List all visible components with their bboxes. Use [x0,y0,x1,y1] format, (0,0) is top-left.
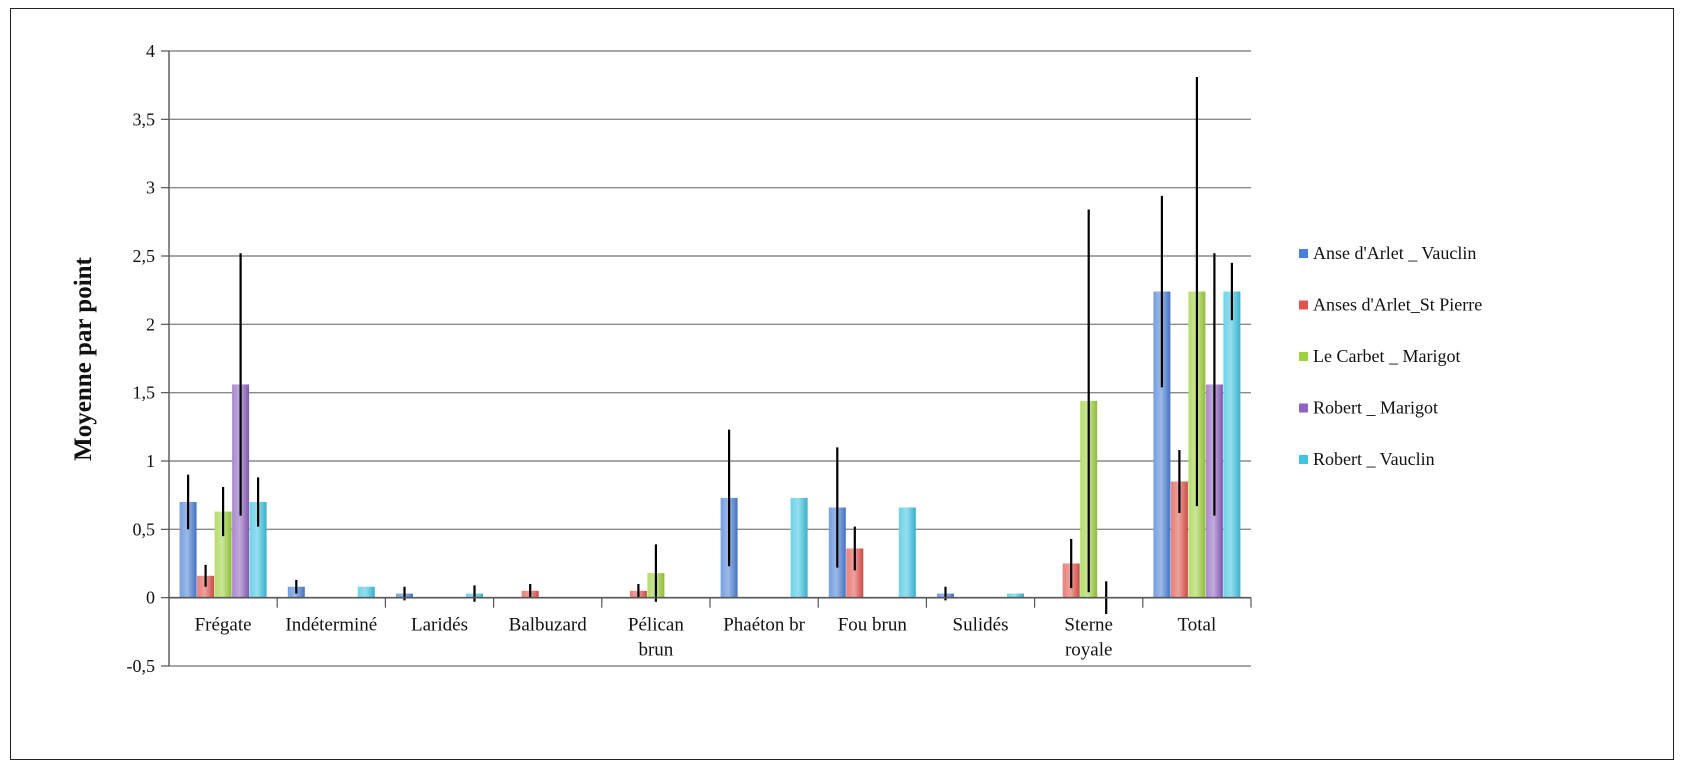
bar-chart: -0,5 0 0,5 1 1,5 2 2,5 3 3,5 4 Frégate Indéterminé L… [70,41,1482,676]
error-bars [187,76,1234,615]
bar [249,502,267,598]
x-tick-label: brun [638,640,673,661]
x-tick-label: Indéterminé [285,615,377,636]
y-tick-label: 3 [146,178,155,198]
x-tick-label: Frégate [195,615,252,636]
x-tick-label: Total [1178,615,1217,636]
y-tick-label: -0,5 [127,656,156,676]
y-axis-title: Moyenne par point [70,256,97,460]
x-tick-label: Pélican [628,615,684,636]
bar [846,548,864,598]
y-tick-label: 4 [146,41,155,61]
bar [357,586,375,598]
y-tick-label: 0,5 [133,519,156,539]
bar [214,511,232,598]
x-tick-label: Balbuzard [509,615,588,636]
legend-swatch [1299,249,1308,258]
y-tick-label: 3,5 [133,109,156,129]
x-tick-label: Phaéton br [723,615,805,636]
legend-swatch [1299,455,1308,464]
x-tick-label: Laridés [411,615,468,636]
y-tick-label: 1 [146,451,155,471]
legend-label: Robert _ Vauclin [1313,449,1435,469]
bar [1170,481,1188,598]
legend-label: Le Carbet _ Marigot [1313,346,1460,366]
y-tick-label: 0 [146,588,155,608]
legend-swatch [1299,352,1308,361]
legend-label: Robert _ Marigot [1313,398,1438,418]
bar [1223,291,1241,598]
legend-label: Anses d'Arlet_St Pierre [1313,295,1482,315]
x-tick-label: Sterne [1064,615,1113,636]
bar [898,507,916,598]
legend: Anse d'Arlet _ Vauclin Anses d'Arlet_St P… [1299,243,1482,469]
bar [1007,593,1024,598]
y-tick-label: 2,5 [133,246,156,266]
axes: -0,5 0 0,5 1 1,5 2 2,5 3 3,5 4 Frégate Indéterminé L… [127,41,1252,676]
bar [1153,291,1171,598]
legend-swatch [1299,403,1308,413]
chart-frame: -0,5 0 0,5 1 1,5 2 2,5 3 3,5 4 Frégate Indéterminé L… [10,8,1674,760]
bar [790,497,808,598]
x-tick-label: Fou brun [838,615,908,636]
y-tick-label: 1,5 [133,383,156,403]
x-tick-label: Sulidés [953,615,1009,636]
bars [179,291,1241,598]
legend-swatch [1299,300,1308,310]
y-tick-label: 2 [146,314,155,334]
bar [179,502,197,598]
legend-label: Anse d'Arlet _ Vauclin [1313,243,1476,263]
x-tick-label: royale [1065,640,1112,661]
